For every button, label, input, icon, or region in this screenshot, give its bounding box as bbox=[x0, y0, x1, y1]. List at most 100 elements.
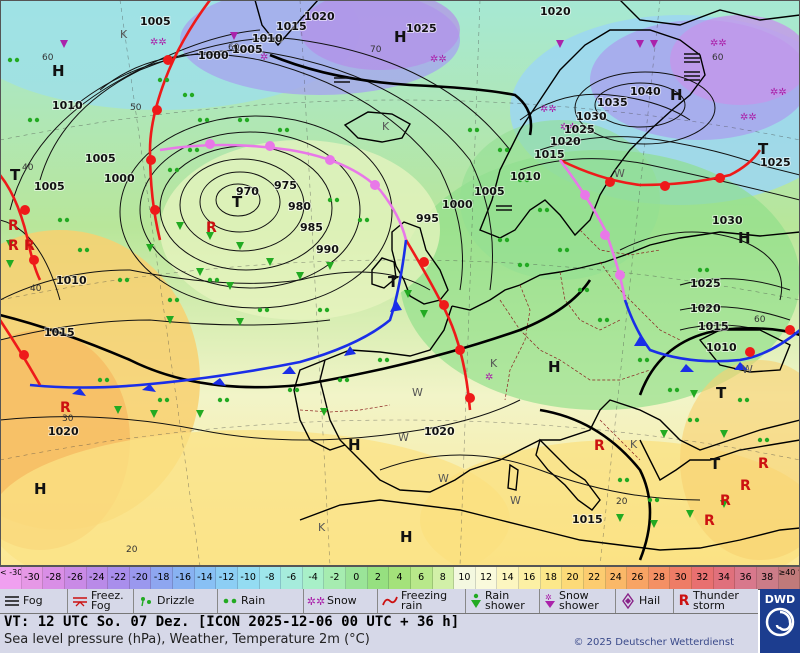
occluded-front bbox=[148, 0, 212, 241]
low-pressure-center: T bbox=[758, 140, 769, 158]
isobar-label: 1005 bbox=[140, 15, 171, 28]
temperature-label: 20 bbox=[616, 497, 628, 507]
isobar-label: 990 bbox=[316, 243, 339, 256]
temperature-scale-cell: 6 bbox=[410, 567, 433, 589]
isobar-label: 1040 bbox=[630, 85, 661, 98]
high-pressure-center: H bbox=[394, 28, 407, 46]
low-pressure-center: T bbox=[232, 193, 243, 211]
scand-cold-front bbox=[623, 299, 800, 363]
isobar-label: 1005 bbox=[34, 180, 65, 193]
isobar-label: 1025 bbox=[760, 156, 791, 169]
temperature-label: 40 bbox=[22, 163, 34, 173]
isobar-label: 980 bbox=[288, 200, 311, 213]
isobar-label: 1025 bbox=[690, 277, 721, 290]
isobar-label: 1020 bbox=[48, 425, 79, 438]
cold-air-label: K bbox=[630, 438, 638, 451]
isobar-label: 1005 bbox=[85, 152, 116, 165]
temperature-field bbox=[0, 0, 800, 566]
freezing-fog-icon bbox=[72, 593, 88, 609]
temperature-scale-cell: 14 bbox=[497, 567, 519, 589]
isobar-label: 1020 bbox=[550, 135, 581, 148]
isobar-label: 1010 bbox=[56, 274, 87, 287]
isobar-label: 1015 bbox=[572, 513, 603, 526]
warm-air-label: W bbox=[438, 472, 449, 485]
front-symbols bbox=[19, 55, 795, 403]
dwd-logo-text: DWD bbox=[764, 593, 796, 606]
svg-text:✲: ✲ bbox=[545, 593, 552, 602]
drizzle-icon bbox=[138, 593, 154, 609]
isobar-label: 1020 bbox=[540, 5, 571, 18]
temperature-scale-cell: 36 bbox=[735, 567, 757, 589]
legend-rain-shower: Rain shower bbox=[466, 589, 540, 613]
isobar-label: 1020 bbox=[304, 10, 335, 23]
thunderstorm-symbols: R R R R R R R R R R bbox=[8, 218, 769, 529]
w-labels: W W W W W W bbox=[398, 167, 753, 507]
temperature-scale-cell: 18 bbox=[540, 567, 563, 589]
low-pressure-center: T bbox=[10, 166, 21, 184]
isobar-label: 1015 bbox=[276, 20, 307, 33]
rain-symbols bbox=[7, 57, 770, 503]
legend-fog: Fog bbox=[0, 589, 68, 613]
isobar-label: 1010 bbox=[252, 32, 283, 45]
svg-text:R: R bbox=[740, 478, 751, 494]
temperature-scale-cell: 38 bbox=[756, 567, 779, 589]
temperature-label: 20 bbox=[126, 545, 138, 555]
dwd-swirl-icon bbox=[765, 607, 795, 637]
rain-shower-icon bbox=[470, 593, 482, 609]
temperature-scale-cell: 22 bbox=[583, 567, 606, 589]
svg-text:R: R bbox=[60, 400, 71, 416]
warm-air-label: W bbox=[614, 167, 625, 180]
low-pressure-center: T bbox=[710, 455, 721, 473]
temperature-scale-cell: -8 bbox=[259, 567, 282, 589]
isobar-label: 1010 bbox=[706, 341, 737, 354]
temperature-scale-cell: 12 bbox=[475, 567, 498, 589]
temperature-scale-cell: -24 bbox=[86, 567, 109, 589]
temperature-labels: 60 50 60 70 40 40 60 30 20 20 60 bbox=[22, 43, 766, 555]
isobar-label: 1005 bbox=[474, 185, 505, 198]
isobar-label: 1030 bbox=[712, 214, 743, 227]
temperature-scale-cell: -14 bbox=[194, 567, 217, 589]
svg-text:✲: ✲ bbox=[485, 372, 493, 383]
temperature-label: 70 bbox=[370, 45, 382, 55]
svg-text:R: R bbox=[8, 218, 19, 234]
temperature-scale-cell: -2 bbox=[324, 567, 346, 589]
legend-snow-shower-label: Snow shower bbox=[559, 589, 599, 612]
temperature-label: 40 bbox=[30, 284, 42, 294]
svg-text:✲✲: ✲✲ bbox=[430, 54, 447, 65]
legend-rain-shower-label: Rain shower bbox=[485, 589, 525, 612]
temperature-scale-cell: -4 bbox=[302, 567, 325, 589]
isobar-label: 1010 bbox=[52, 99, 83, 112]
low-pressure-center: T bbox=[388, 273, 399, 291]
temperature-scale-cell: -20 bbox=[129, 567, 152, 589]
isobar-label: 1000 bbox=[104, 172, 135, 185]
isobar-label: 1025 bbox=[406, 22, 437, 35]
high-pressure-center: H bbox=[548, 358, 561, 376]
temperature-scale-cell: < -30 bbox=[0, 567, 22, 589]
fog-symbols bbox=[334, 53, 700, 211]
isobars bbox=[0, 29, 800, 501]
legend-rain: Rain bbox=[218, 589, 304, 613]
svg-text:R: R bbox=[758, 456, 769, 472]
legend-freezing-fog: Freez. Fog bbox=[68, 589, 134, 613]
temperature-scale-cell: -6 bbox=[281, 567, 303, 589]
temperature-scale-cell: 24 bbox=[605, 567, 628, 589]
svg-text:✲✲: ✲✲ bbox=[710, 38, 727, 49]
svg-text:✲✲: ✲✲ bbox=[740, 112, 757, 123]
warm-front-west bbox=[0, 319, 42, 386]
fog-icon bbox=[4, 593, 20, 609]
temperature-scale-cell: -22 bbox=[108, 567, 130, 589]
isobar-label: 1015 bbox=[534, 148, 565, 161]
map-description: Sea level pressure (hPa), Weather, Tempe… bbox=[4, 632, 370, 647]
freezing-rain-icon bbox=[382, 593, 398, 609]
temperature-label: 30 bbox=[62, 414, 74, 424]
isobar-label: 1030 bbox=[576, 110, 607, 123]
high-pressure-center: H bbox=[670, 86, 683, 104]
svg-text:✲✲: ✲✲ bbox=[770, 87, 787, 98]
temperature-scale-cell: -12 bbox=[216, 567, 238, 589]
cold-air-label: K bbox=[490, 357, 498, 370]
scand-occl-front bbox=[558, 159, 627, 301]
legend-drizzle: Drizzle bbox=[134, 589, 218, 613]
legend-rain-label: Rain bbox=[241, 594, 266, 607]
svg-text:R: R bbox=[206, 220, 217, 236]
svg-text:✲✲: ✲✲ bbox=[560, 122, 577, 133]
